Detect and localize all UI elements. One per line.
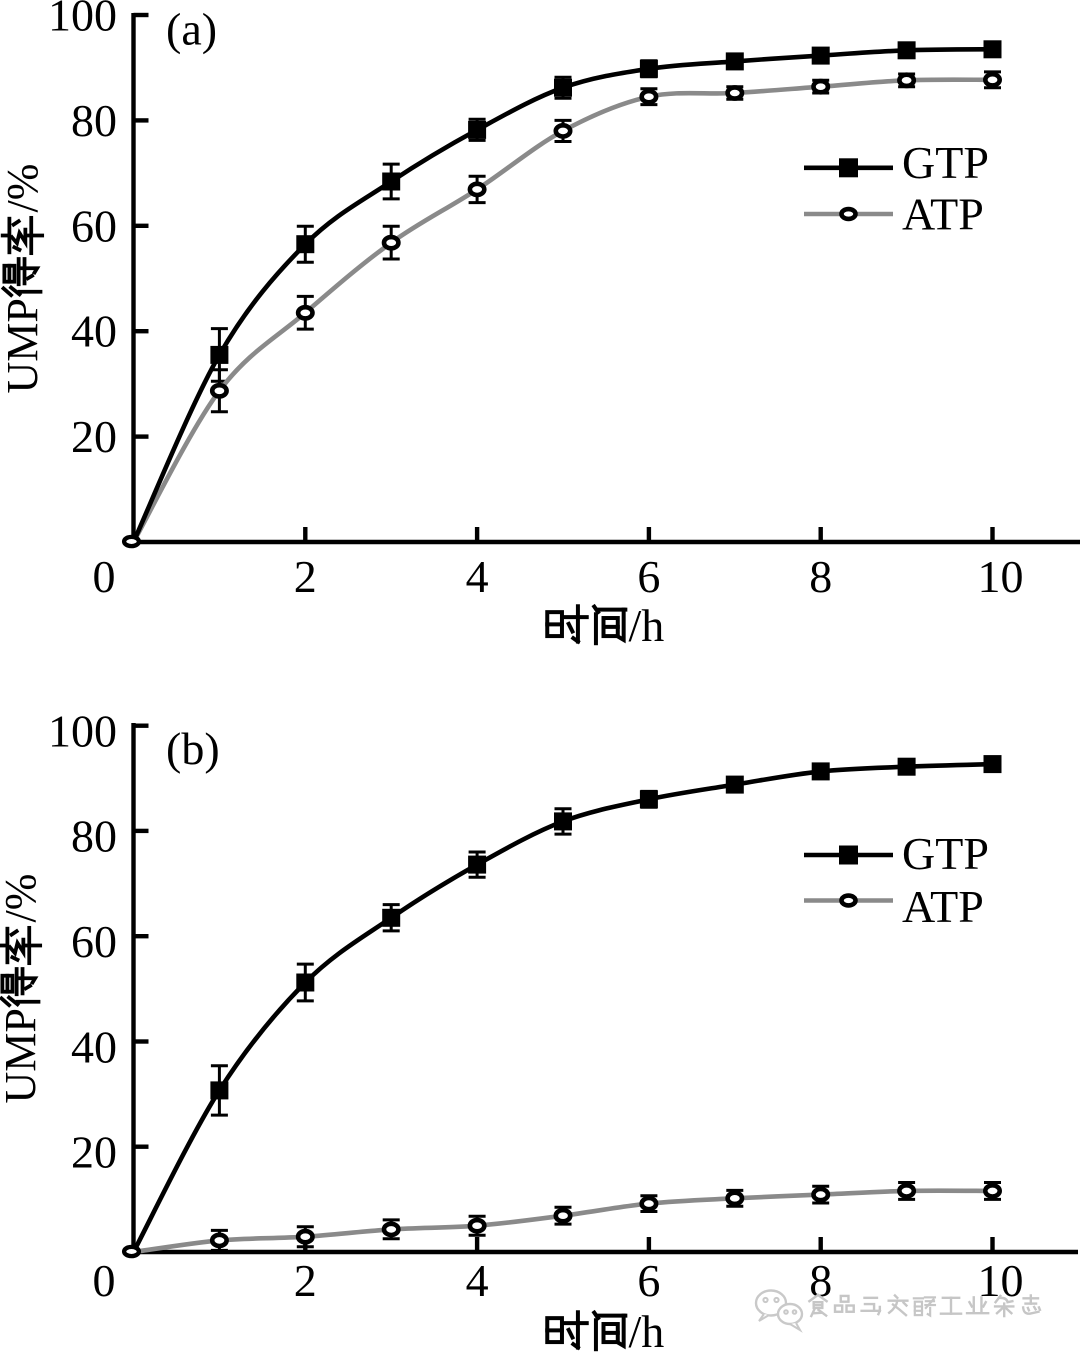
svg-text:0: 0 [93,1255,116,1306]
svg-text:UMP: UMP [0,298,47,393]
svg-text:20: 20 [71,411,117,462]
svg-text:GTP: GTP [902,137,989,188]
svg-text:10: 10 [978,551,1024,602]
svg-text:0: 0 [93,551,116,602]
svg-text:60: 60 [71,916,117,967]
svg-text:2: 2 [294,551,317,602]
svg-text:/%: /% [0,164,47,213]
svg-text:8: 8 [809,551,832,602]
svg-text:4: 4 [466,551,489,602]
svg-text:40: 40 [71,306,117,357]
svg-text:ATP: ATP [902,189,984,240]
svg-text:GTP: GTP [902,828,989,879]
svg-text:40: 40 [71,1021,117,1072]
svg-text:80: 80 [71,811,117,862]
svg-text:ATP: ATP [902,881,984,932]
svg-text:(b): (b) [166,723,220,774]
svg-text:6: 6 [637,551,660,602]
svg-text:100: 100 [48,706,117,757]
svg-text:UMP: UMP [0,1008,45,1103]
svg-text:100: 100 [48,0,117,41]
svg-text:(a): (a) [166,4,217,55]
svg-text:6: 6 [637,1255,660,1306]
svg-text:/h: /h [629,600,665,651]
svg-text:60: 60 [71,200,117,251]
svg-text:4: 4 [466,1255,489,1306]
svg-text:80: 80 [71,95,117,146]
svg-text:8: 8 [809,1255,832,1306]
svg-text:/%: /% [0,874,45,923]
svg-text:20: 20 [71,1127,117,1178]
svg-text:/h: /h [629,1306,665,1356]
svg-text:2: 2 [294,1255,317,1306]
